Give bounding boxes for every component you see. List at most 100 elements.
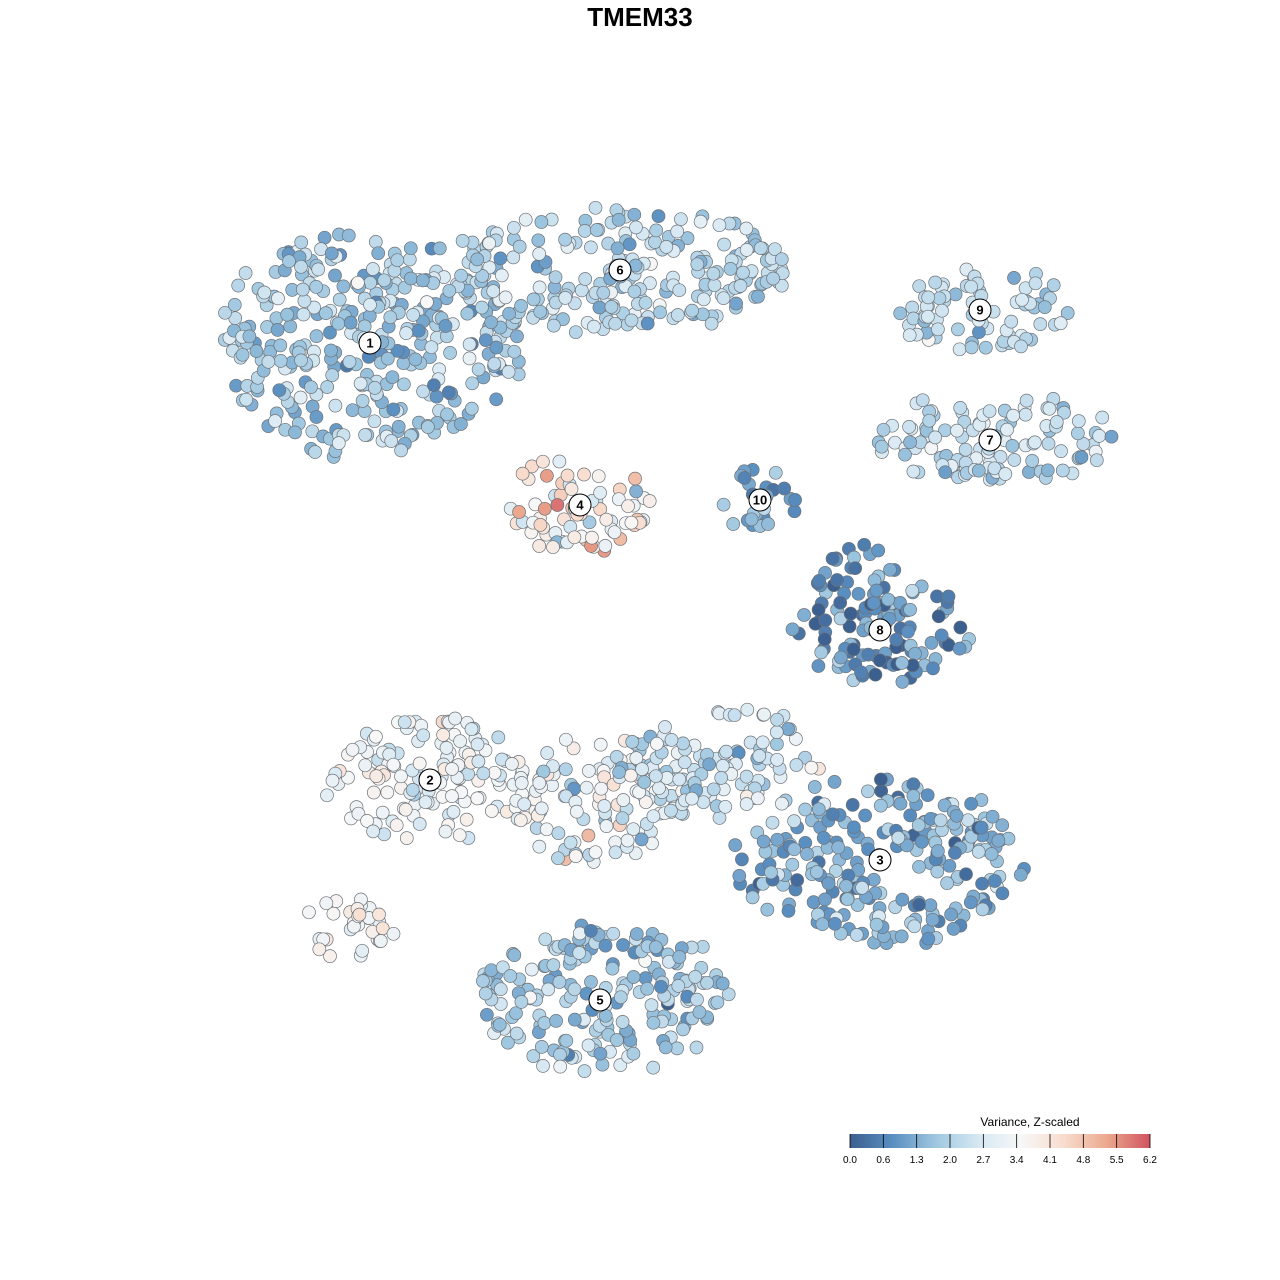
data-point <box>670 308 685 322</box>
data-point <box>1004 314 1019 329</box>
data-point <box>471 362 486 377</box>
data-point <box>951 322 965 337</box>
data-point <box>397 715 412 730</box>
cluster-label: 7 <box>978 428 1002 452</box>
data-point <box>1028 276 1043 291</box>
data-point <box>974 820 989 835</box>
data-point <box>584 240 598 255</box>
data-point <box>386 402 401 417</box>
data-point <box>915 393 930 408</box>
data-point <box>861 784 875 799</box>
data-point <box>513 813 528 828</box>
data-point <box>478 986 493 1001</box>
data-point <box>833 595 848 610</box>
data-point <box>218 305 232 320</box>
data-point <box>533 304 548 319</box>
data-point <box>531 233 546 248</box>
data-point <box>403 241 418 256</box>
data-point <box>625 735 640 749</box>
data-point <box>280 307 295 322</box>
data-point <box>540 746 555 760</box>
data-point <box>591 469 606 484</box>
cluster-label-text: 2 <box>426 773 433 788</box>
data-point <box>1025 454 1040 468</box>
data-point <box>770 737 784 751</box>
data-point <box>546 318 561 333</box>
data-point <box>597 799 612 813</box>
data-point <box>537 501 552 516</box>
data-point <box>564 482 579 496</box>
data-point <box>593 485 607 500</box>
data-point <box>1104 429 1119 444</box>
data-point <box>546 540 560 555</box>
data-point <box>502 306 516 321</box>
data-point <box>507 220 521 235</box>
data-point <box>785 622 800 637</box>
cluster-label-text: 9 <box>976 303 983 318</box>
data-point <box>270 323 285 337</box>
data-point <box>559 732 573 747</box>
data-point <box>484 963 499 978</box>
data-point <box>874 772 888 787</box>
data-point <box>868 667 883 682</box>
data-point <box>874 439 889 454</box>
data-point <box>624 313 639 328</box>
data-point <box>464 722 479 736</box>
data-point <box>1060 306 1075 320</box>
data-point <box>1089 453 1104 468</box>
data-point <box>476 974 490 988</box>
data-point <box>635 762 649 776</box>
data-point <box>319 896 334 911</box>
data-point <box>812 573 827 588</box>
data-point <box>297 294 312 308</box>
data-point <box>946 922 961 936</box>
data-point <box>553 1059 568 1074</box>
data-point <box>328 398 343 413</box>
data-point <box>231 278 246 293</box>
data-point <box>690 992 704 1007</box>
data-point <box>922 413 937 428</box>
data-point <box>751 289 765 304</box>
data-point <box>987 461 1002 476</box>
data-point <box>692 1005 707 1020</box>
data-point <box>646 1060 661 1075</box>
data-point <box>620 833 635 848</box>
data-point <box>757 707 771 722</box>
data-point <box>577 224 592 238</box>
data-point <box>546 958 561 972</box>
data-point <box>380 785 395 800</box>
data-point <box>858 808 872 823</box>
data-point <box>616 938 630 952</box>
data-point <box>972 325 986 340</box>
data-point <box>638 295 653 310</box>
data-point <box>881 592 895 607</box>
data-point <box>235 347 250 362</box>
data-point <box>380 351 395 366</box>
cluster-label-badge <box>748 488 772 512</box>
data-point <box>915 834 929 849</box>
data-point <box>319 306 333 320</box>
data-point <box>975 902 990 917</box>
data-point <box>615 1015 630 1029</box>
data-point <box>991 833 1006 848</box>
data-point <box>355 943 370 958</box>
data-point <box>526 292 541 307</box>
data-point <box>964 796 978 811</box>
cluster-label: 8 <box>868 618 892 642</box>
data-point <box>1027 435 1042 450</box>
data-point <box>342 355 357 369</box>
data-point <box>328 268 342 283</box>
data-point <box>1053 316 1068 330</box>
data-point <box>610 241 625 256</box>
data-point <box>325 368 340 383</box>
data-point <box>389 818 404 833</box>
data-point <box>739 769 754 784</box>
data-point <box>441 385 456 400</box>
data-point <box>811 602 826 617</box>
data-point <box>438 824 453 839</box>
data-point <box>1014 339 1028 354</box>
data-point <box>373 934 388 948</box>
data-point <box>653 305 667 320</box>
data-point <box>845 798 860 812</box>
data-point <box>355 394 370 408</box>
